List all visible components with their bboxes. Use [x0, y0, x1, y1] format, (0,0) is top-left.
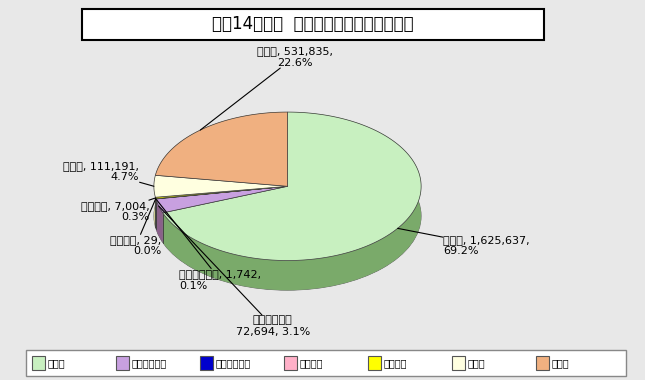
Polygon shape [156, 186, 288, 213]
Text: 農業集落排水: 農業集落排水 [132, 358, 167, 368]
Polygon shape [155, 186, 288, 199]
FancyBboxPatch shape [200, 356, 213, 369]
FancyBboxPatch shape [82, 10, 544, 40]
FancyBboxPatch shape [368, 356, 381, 369]
Text: 簡易排水: 簡易排水 [300, 358, 323, 368]
Polygon shape [156, 199, 163, 242]
Text: 未処理: 未処理 [552, 358, 570, 368]
Polygon shape [154, 175, 155, 227]
FancyBboxPatch shape [535, 356, 549, 369]
Text: 漁業集落排水, 1,742,
0.1%: 漁業集落排水, 1,742, 0.1% [156, 199, 261, 291]
Text: 下水道, 1,625,637,
69.2%: 下水道, 1,625,637, 69.2% [397, 228, 530, 256]
FancyBboxPatch shape [451, 356, 465, 369]
Text: 未処理, 531,835,
22.6%: 未処理, 531,835, 22.6% [201, 46, 333, 130]
FancyBboxPatch shape [284, 356, 297, 369]
Polygon shape [155, 186, 288, 199]
Text: 浄化槽, 111,191,
4.7%: 浄化槽, 111,191, 4.7% [63, 161, 154, 186]
FancyBboxPatch shape [26, 350, 626, 376]
FancyBboxPatch shape [116, 356, 129, 369]
Text: 平成14年度末  汚水処理人口普及率の内訳: 平成14年度末 汚水処理人口普及率の内訳 [212, 15, 413, 33]
Polygon shape [163, 112, 421, 261]
Polygon shape [155, 112, 288, 205]
Polygon shape [155, 112, 288, 186]
Text: 漁業集落排水: 漁業集落排水 [216, 358, 251, 368]
Text: コミプラ, 7,004,
0.3%: コミプラ, 7,004, 0.3% [81, 198, 155, 222]
Polygon shape [155, 186, 288, 199]
Polygon shape [163, 112, 421, 290]
Ellipse shape [154, 142, 421, 290]
Text: 下水道: 下水道 [48, 358, 66, 368]
Polygon shape [154, 175, 288, 197]
Text: 簡易排水, 29,
0.0%: 簡易排水, 29, 0.0% [110, 199, 161, 256]
Text: コミプラ: コミプラ [384, 358, 408, 368]
Text: 農業集落排水
72,694, 3.1%: 農業集落排水 72,694, 3.1% [159, 206, 310, 337]
FancyBboxPatch shape [32, 356, 45, 369]
Text: 浄化槽: 浄化槽 [468, 358, 486, 368]
